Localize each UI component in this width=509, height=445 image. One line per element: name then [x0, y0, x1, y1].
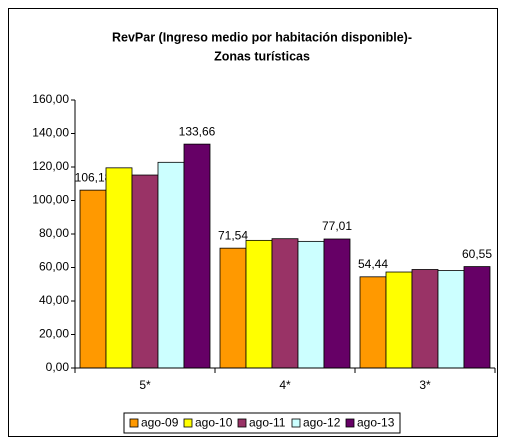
legend-swatch [345, 418, 355, 428]
legend-box [123, 412, 401, 434]
bar [131, 174, 159, 369]
x-tick-label: 3* [419, 378, 431, 392]
bar [359, 276, 387, 369]
x-tick-label: 4* [279, 378, 291, 392]
bar [385, 271, 413, 369]
data-label: 54,44 [358, 257, 388, 271]
bar [79, 189, 107, 369]
y-tick-label: 40,00 [39, 293, 69, 307]
y-tick-label: 140,00 [32, 126, 69, 140]
bar [157, 161, 185, 369]
legend-label: ago-10 [195, 416, 233, 430]
bar [323, 238, 351, 369]
data-label: 106,18 [75, 170, 112, 184]
y-tick-label: 60,00 [39, 260, 69, 274]
bar [183, 143, 211, 369]
y-tick-label: 80,00 [39, 226, 69, 240]
legend-swatch [291, 418, 301, 428]
bar [463, 266, 491, 369]
bar [411, 269, 439, 369]
legend-label: ago-11 [249, 416, 286, 430]
bar [437, 270, 465, 369]
y-tick-label: 20,00 [39, 327, 69, 341]
data-label: 133,66 [179, 124, 216, 138]
chart-subtitle: Zonas turísticas [214, 49, 310, 63]
legend-label: ago-09 [141, 416, 179, 430]
legend-swatch [237, 418, 247, 428]
legend-label: ago-12 [303, 416, 341, 430]
y-tick-label: 160,00 [32, 92, 69, 106]
bar [271, 238, 299, 369]
data-label: 71,54 [218, 228, 248, 242]
chart-title: RevPar (Ingreso medio por habitación dis… [112, 30, 412, 44]
y-tick-label: 100,00 [32, 193, 69, 207]
data-label: 77,01 [322, 219, 352, 233]
bar [297, 240, 325, 369]
legend-swatch [183, 418, 193, 428]
bar [219, 247, 247, 369]
bar [105, 167, 133, 369]
legend-label: ago-13 [357, 416, 395, 430]
bar [245, 239, 273, 369]
y-tick-label: 120,00 [32, 159, 69, 173]
data-label: 60,55 [462, 247, 492, 261]
x-tick-label: 5* [139, 378, 151, 392]
y-tick-label: 0,00 [46, 360, 70, 374]
legend-swatch [129, 418, 139, 428]
